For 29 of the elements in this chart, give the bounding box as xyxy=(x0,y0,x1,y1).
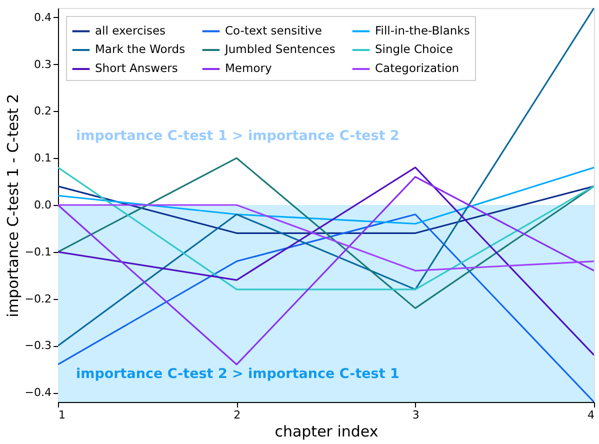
line-series xyxy=(58,8,594,347)
y-tick-label: −0.1 xyxy=(24,245,52,258)
x-tick-label: 2 xyxy=(234,408,241,422)
legend-label: Mark the Words xyxy=(95,42,186,56)
y-axis-title: importance C-test 1 - C-test 2 xyxy=(4,94,22,318)
line-series xyxy=(58,166,594,225)
y-tick-label: 0.1 xyxy=(34,152,52,165)
y-tick-label: 0.3 xyxy=(34,58,52,71)
legend-label: Jumbled Sentences xyxy=(224,42,336,56)
y-tick-label: −0.3 xyxy=(24,339,52,352)
legend-label: Co-text sensitive xyxy=(225,23,322,38)
x-axis-title: chapter index xyxy=(274,422,378,440)
y-tick-label: 0.4 xyxy=(34,10,52,24)
legend-label: Fill-in-the-Blanks xyxy=(375,23,470,38)
legend-label: all exercises xyxy=(95,23,166,38)
annotation: importance C-test 2 > importance C-test 1 xyxy=(76,366,400,382)
legend-label: Memory xyxy=(225,61,272,75)
legend-label: Single Choice xyxy=(375,42,453,56)
line-series xyxy=(58,157,594,309)
y-tick-label: −0.4 xyxy=(24,386,52,400)
x-tick-label: 4 xyxy=(588,408,594,422)
annotation: importance C-test 1 > importance C-test 2 xyxy=(76,128,400,144)
legend-label: Categorization xyxy=(375,61,460,75)
y-tick-label: 0.0 xyxy=(34,198,52,212)
x-tick-label: 3 xyxy=(412,408,420,422)
legend-label: Short Answers xyxy=(95,61,178,75)
y-tick-label: −0.2 xyxy=(24,292,52,306)
y-tick-label: 0.2 xyxy=(34,104,52,118)
x-tick-label: 1 xyxy=(58,408,66,422)
